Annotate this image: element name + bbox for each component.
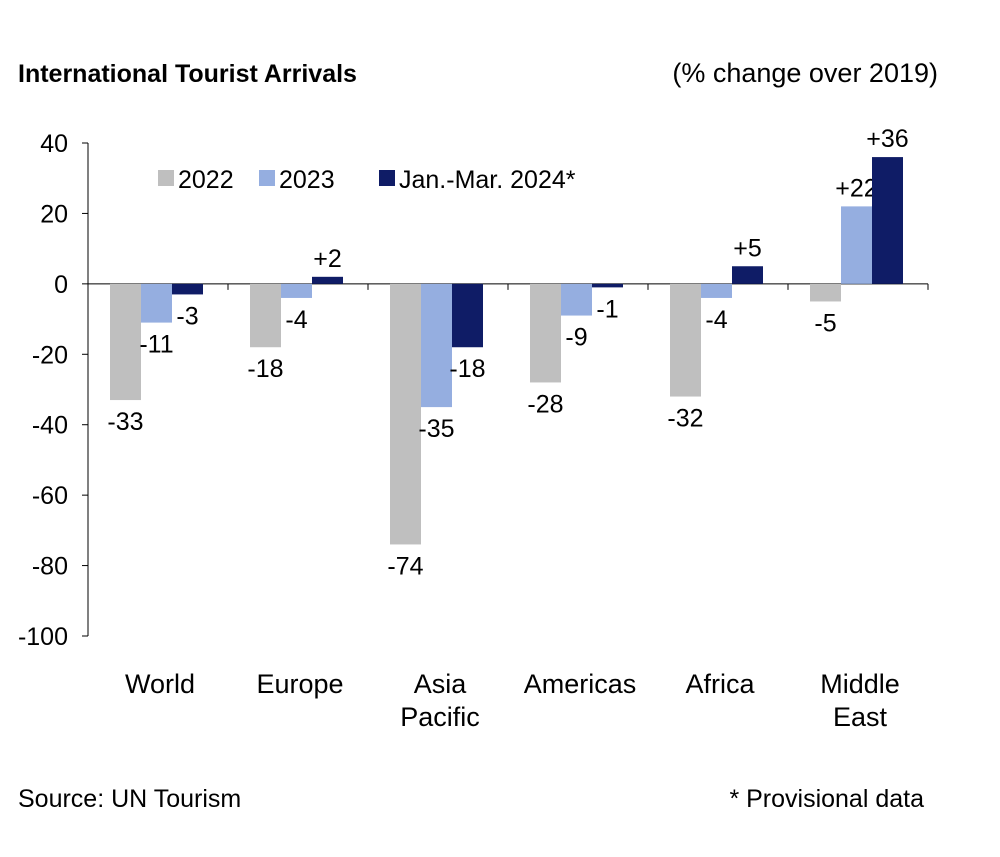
legend-swatch [158, 170, 174, 186]
category-label: Americas [524, 669, 637, 699]
bar [592, 283, 623, 288]
data-label: -11 [139, 331, 173, 359]
data-label: -32 [667, 405, 703, 433]
category-label: Asia [414, 669, 468, 699]
source-note: Source: UN Tourism [18, 785, 242, 813]
provisional-note: * Provisional data [729, 785, 924, 813]
bar [530, 283, 561, 383]
data-label: -35 [418, 415, 454, 443]
bar [110, 283, 141, 401]
bar [670, 283, 701, 397]
y-tick-label: -40 [32, 412, 68, 440]
bar [701, 283, 732, 298]
data-label: -1 [596, 295, 618, 323]
bar [872, 157, 903, 284]
data-label: -18 [449, 355, 485, 383]
category-label: East [833, 702, 888, 732]
y-tick-label: -20 [32, 341, 68, 369]
bar [312, 276, 343, 284]
y-tick-label: 20 [40, 200, 68, 228]
data-label: +2 [313, 245, 342, 273]
category-label: Middle [820, 669, 900, 699]
bar [452, 283, 483, 348]
category-label: Pacific [400, 702, 480, 732]
chart-unit-note: (% change over 2019) [672, 58, 938, 88]
category-label: Africa [685, 669, 755, 699]
data-label: -74 [387, 552, 423, 580]
legend-label: 2023 [279, 166, 335, 194]
category-label: Europe [256, 669, 343, 699]
bar [810, 283, 841, 302]
y-tick-label: -60 [32, 482, 68, 510]
data-label: +5 [733, 234, 762, 262]
data-label: -3 [176, 302, 198, 330]
data-label: -9 [565, 324, 587, 352]
bar [421, 283, 452, 408]
bar [141, 283, 172, 323]
data-label: -18 [247, 355, 283, 383]
legend-label: 2022 [178, 166, 234, 194]
data-label: -5 [814, 309, 836, 337]
bar [281, 283, 312, 298]
y-tick-label: 0 [54, 271, 68, 299]
legend-swatch [259, 170, 275, 186]
bar [732, 266, 763, 284]
y-tick-label: -100 [18, 623, 68, 651]
data-label: -33 [107, 408, 143, 436]
bar [390, 283, 421, 545]
data-label: +22 [835, 174, 877, 202]
legend-swatch [379, 170, 395, 186]
bar [172, 283, 203, 295]
data-label: +36 [866, 125, 908, 153]
y-tick-label: 40 [40, 130, 68, 158]
data-label: -28 [527, 390, 563, 418]
category-label: World [125, 669, 195, 699]
y-tick-label: -80 [32, 553, 68, 581]
bar [561, 283, 592, 316]
data-label: -4 [705, 306, 727, 334]
data-label: -4 [285, 306, 307, 334]
bar [250, 283, 281, 348]
bar [841, 206, 872, 284]
chart-title: International Tourist Arrivals [18, 60, 357, 88]
legend-label: Jan.-Mar. 2024* [399, 166, 576, 194]
